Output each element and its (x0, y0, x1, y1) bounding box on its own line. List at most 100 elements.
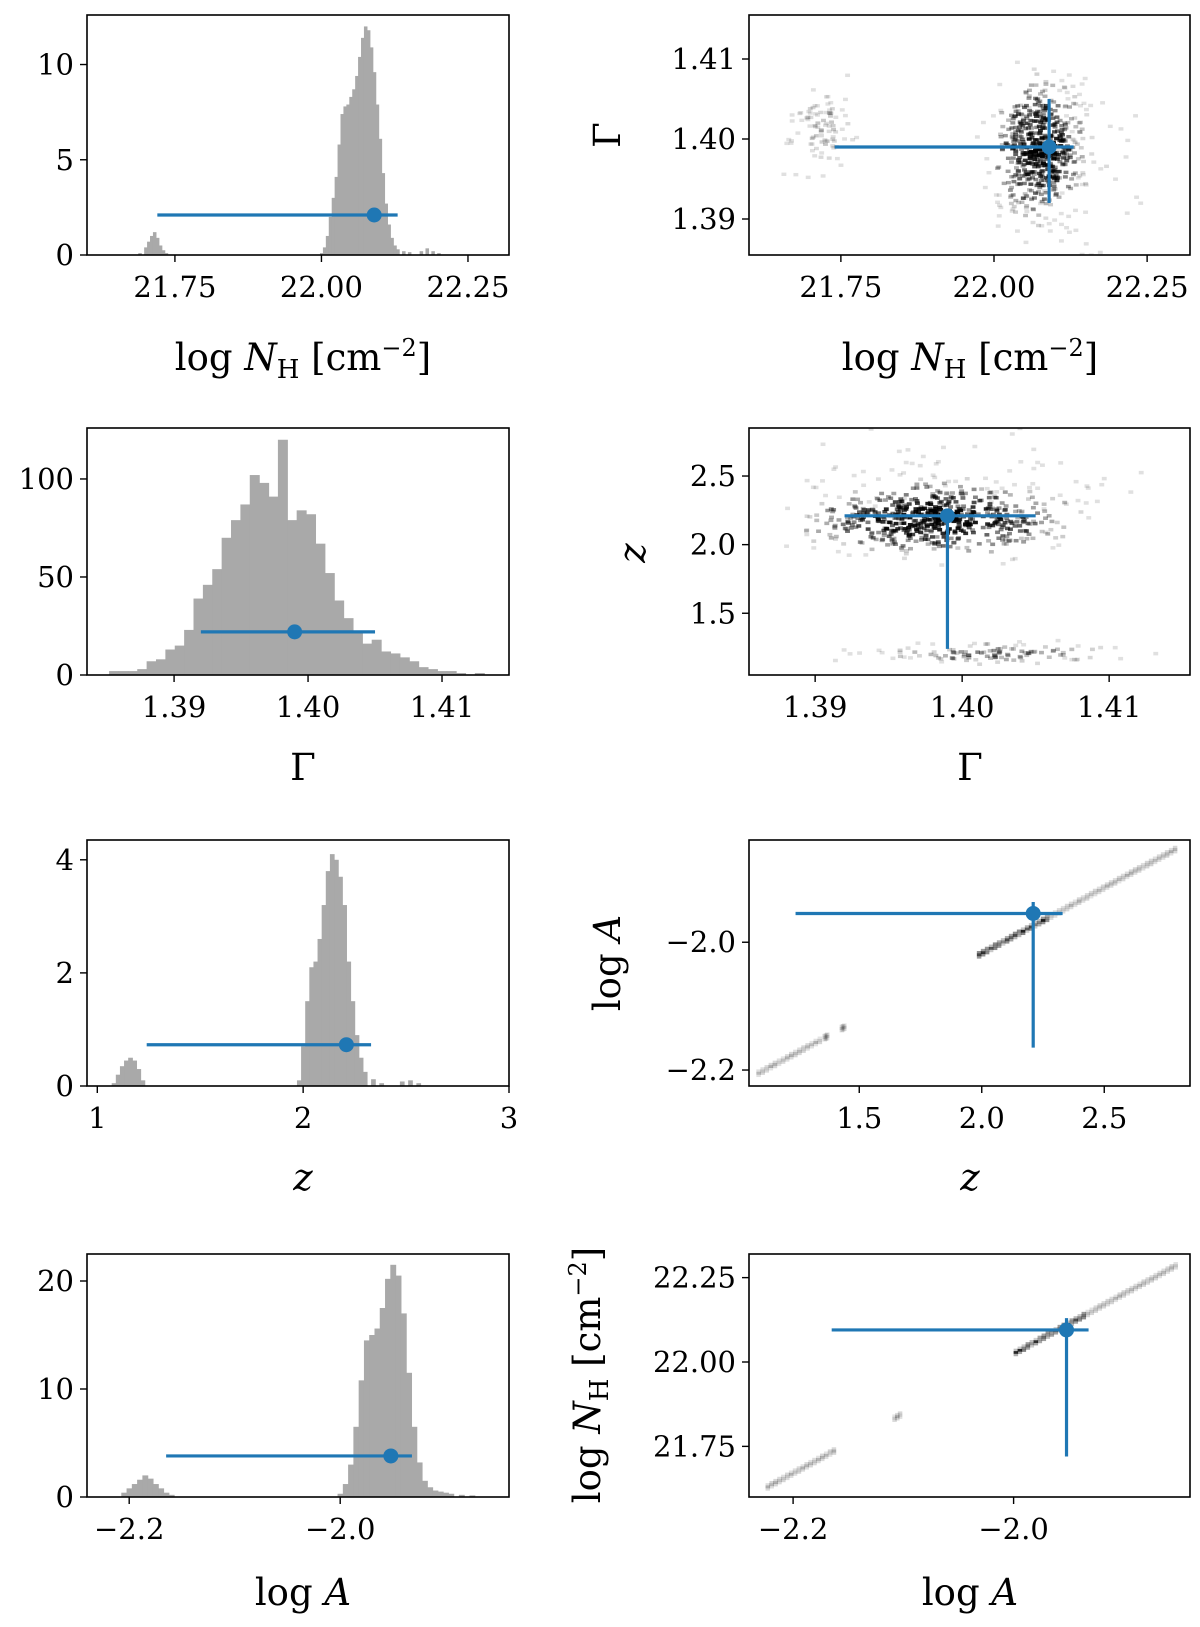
density-cell (1046, 655, 1052, 659)
density-cell (868, 428, 874, 431)
density-cell (1053, 193, 1059, 197)
density-cell (873, 537, 879, 542)
density-cell (1032, 170, 1038, 174)
x-tick-label: 1 (88, 1101, 106, 1135)
density-cell (1012, 931, 1018, 935)
density-cell (1060, 905, 1066, 909)
density-cell (1057, 1324, 1063, 1328)
density-cell (1085, 486, 1091, 490)
density-cell (1041, 112, 1047, 116)
density-cell (1098, 645, 1104, 650)
density-cell (1065, 97, 1071, 101)
density-cell (1075, 657, 1081, 662)
density-cell (903, 493, 909, 497)
density-cell (1023, 170, 1029, 174)
density-cell (1004, 940, 1010, 944)
y-tick-label: 1.5 (690, 596, 736, 630)
density-cell (1078, 120, 1083, 125)
density-cell (1016, 931, 1022, 935)
density-cell (1052, 187, 1058, 191)
density-cell (952, 531, 958, 535)
density-cell (813, 1038, 819, 1042)
density-cell (1063, 126, 1069, 130)
density-cell (807, 111, 813, 115)
density-cell (877, 498, 883, 503)
density-cell (958, 491, 964, 496)
density-cell (840, 1024, 846, 1027)
density-cell (999, 501, 1005, 505)
density-cell (1043, 530, 1049, 535)
histogram-bar (419, 251, 424, 255)
density-cell (1078, 104, 1083, 108)
y-tick-label: 0 (56, 1480, 74, 1514)
density-cell (907, 536, 913, 541)
histogram-bar (334, 859, 339, 1086)
x-axis-label: Γ (290, 746, 316, 789)
density-cell (1112, 882, 1118, 886)
density-cell (964, 658, 970, 663)
density-cell (1105, 1298, 1111, 1302)
density-cell (1064, 906, 1070, 909)
density-cell (1033, 111, 1039, 115)
density-cell (804, 528, 810, 532)
density-cell (1071, 160, 1077, 164)
density-cell (866, 508, 871, 512)
density-cell (990, 506, 996, 510)
density-cell (1161, 1268, 1166, 1272)
density-cell (1049, 1331, 1055, 1335)
density-cell (936, 518, 941, 522)
density-cell (972, 520, 978, 525)
histogram-bar (390, 653, 401, 675)
histogram-bar (325, 235, 330, 255)
density-cell (1062, 122, 1068, 127)
density-cell (820, 479, 825, 483)
density-cell (995, 515, 1001, 520)
density-cell (1059, 124, 1065, 128)
density-cell (823, 493, 828, 498)
density-cell (796, 1468, 802, 1472)
density-cell (1035, 661, 1040, 666)
density-cell (984, 951, 990, 955)
density-cell (1017, 125, 1023, 129)
density-cell (1124, 876, 1130, 880)
density-cell (842, 1023, 847, 1027)
density-cell (1039, 112, 1045, 117)
density-cell (1012, 936, 1018, 940)
density-cell (1037, 185, 1043, 190)
density-cell (1000, 943, 1006, 946)
density-cell (1020, 929, 1026, 933)
histogram-bar (446, 671, 457, 675)
density-cell (863, 553, 869, 557)
y-tick-label: 2.0 (690, 528, 736, 562)
histogram-bar (137, 669, 148, 675)
histogram-bar (329, 854, 335, 1086)
x-tick-label: 22.00 (952, 270, 1035, 304)
density-cell (1032, 165, 1038, 169)
density-cell (821, 118, 826, 123)
density-cell (1045, 1336, 1051, 1339)
density-cell (1031, 447, 1037, 452)
density-cell (1050, 174, 1056, 178)
density-cell (1033, 177, 1039, 182)
density-cell (869, 547, 875, 552)
density-cell (1051, 184, 1057, 188)
density-cell (815, 125, 821, 130)
density-cell (842, 137, 847, 141)
density-cell (1018, 130, 1024, 134)
density-cell (781, 1479, 786, 1483)
density-cell (1148, 861, 1154, 864)
density-cell (789, 139, 795, 143)
density-cell (784, 1477, 790, 1481)
density-cell (992, 944, 998, 948)
density-cell (1097, 1305, 1103, 1309)
density-cell (810, 88, 816, 92)
density-cell (829, 120, 834, 124)
density-cell (831, 1449, 837, 1453)
density-cell (991, 653, 997, 657)
density-cell (1040, 89, 1046, 94)
y-axis-label: z (611, 543, 654, 564)
density-cell (1169, 1266, 1174, 1270)
density-cell (932, 511, 938, 516)
density-cell (830, 123, 836, 128)
